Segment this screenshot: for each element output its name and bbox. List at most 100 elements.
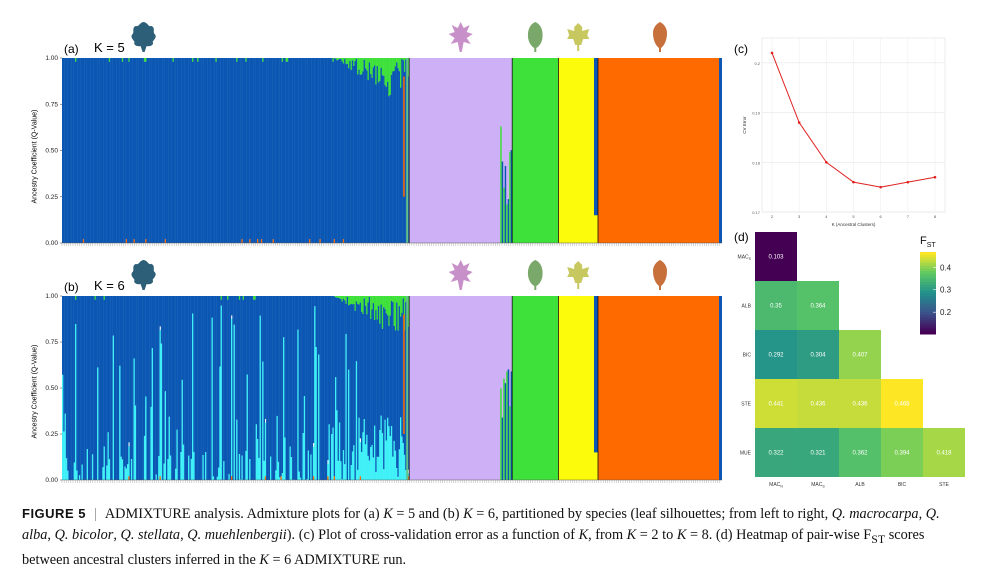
admixture-bar [218, 467, 220, 480]
admixture-bar [367, 58, 369, 81]
admixture-bar [298, 471, 301, 480]
admixture-bar [332, 427, 334, 480]
admixture-bar [397, 58, 399, 69]
admixture-bar [233, 324, 236, 480]
admixture-bar [342, 58, 345, 64]
legend-gradient-step [920, 323, 936, 327]
admixture-bar [353, 445, 355, 480]
admixture-bar [140, 58, 142, 243]
admixture-bar [361, 452, 363, 480]
admixture-bar [240, 479, 242, 480]
admixture-bar [177, 296, 180, 480]
admixture-bar [115, 58, 117, 243]
admixture-bar [358, 417, 360, 480]
admixture-bar [125, 58, 128, 240]
admixture-bar [341, 479, 343, 480]
admixture-bar [322, 296, 324, 480]
legend-gradient-step [920, 287, 936, 291]
panel-a-k-label: K = 5 [94, 40, 125, 55]
admixture-bar [390, 300, 393, 426]
heatmap-cell-value: 0.436 [852, 402, 868, 408]
admixture-bar [91, 58, 94, 243]
admixture-bar [331, 296, 333, 435]
leaf-stellata-icon [567, 261, 590, 289]
admixture-bar [367, 455, 369, 480]
admixture-bar [241, 455, 243, 480]
admixture-bar [156, 58, 159, 243]
admixture-bar [400, 417, 402, 480]
admixture-bar [247, 296, 250, 480]
admixture-bar [237, 296, 239, 480]
admixture-bar [276, 296, 278, 416]
admixture-bar [65, 296, 68, 459]
admixture-bar [344, 296, 346, 301]
admixture-bar [331, 58, 333, 243]
admixture-bar [312, 58, 315, 243]
admixture-bar [350, 303, 353, 466]
leaf-bicolor-icon [527, 260, 543, 290]
admixture-bar [319, 58, 321, 240]
admixture-bar [127, 58, 129, 243]
cv-y-tick-label: 0.19 [752, 111, 761, 116]
admixture-bar [207, 58, 210, 243]
admixture-bar [306, 296, 308, 480]
admixture-bar [228, 58, 230, 243]
admixture-bar [336, 58, 338, 61]
admixture-bar [264, 422, 267, 480]
admixture-bar [254, 58, 256, 243]
heatmap-cell [797, 281, 839, 330]
admixture-bar [123, 296, 125, 480]
admixture-bar [218, 296, 220, 468]
admixture-bar [324, 58, 327, 243]
admixture-bar [501, 417, 504, 480]
admixture-bar [385, 440, 388, 480]
admixture-bar [377, 456, 380, 480]
admixture-bar [224, 296, 226, 480]
admixture-bar [64, 413, 67, 480]
admixture-bar [388, 426, 390, 480]
admixture-bar [342, 296, 345, 299]
admixture-bar [150, 58, 152, 243]
admixture-bar [359, 296, 362, 303]
admixture-bar [272, 58, 275, 240]
admixture-bar [362, 71, 364, 244]
admixture-bar [258, 296, 260, 459]
admixture-bar [296, 58, 298, 243]
admixture-bar [98, 296, 100, 480]
admixture-bar [211, 58, 213, 243]
admixture-bar [312, 296, 315, 444]
admixture-bar [374, 296, 376, 321]
admixture-bar [359, 58, 362, 75]
admixture-bar [406, 58, 409, 243]
admixture-bar [176, 296, 178, 430]
heatmap-cell-value: 0.468 [894, 402, 910, 408]
admixture-bar [202, 296, 204, 456]
admixture-bar [381, 433, 384, 480]
admixture-bar [286, 61, 289, 244]
admixture-bar [361, 74, 363, 243]
admixture-bar [316, 296, 319, 480]
admixture-bar [94, 296, 96, 300]
admixture-bar [232, 58, 234, 243]
admixture-bar [216, 296, 219, 477]
admixture-bar [286, 58, 289, 62]
admixture-bar [284, 296, 286, 438]
legend-gradient-step [920, 273, 936, 278]
admixture-bar [228, 474, 230, 480]
heatmap-cell [755, 232, 797, 281]
admixture-bar [336, 296, 338, 298]
admixture-bar [405, 58, 407, 60]
admixture-bar [358, 69, 360, 243]
admixture-bar [182, 296, 185, 445]
admixture-bar [85, 296, 87, 480]
admixture-bar [342, 63, 345, 240]
admixture-bar [190, 58, 193, 243]
admixture-bar [127, 296, 129, 465]
admixture-bar [390, 425, 393, 480]
admixture-bar [194, 58, 197, 243]
admixture-bar [106, 296, 108, 466]
admixture-bar [340, 58, 342, 59]
admixture-bar [68, 58, 70, 243]
admixture-bar [172, 296, 174, 480]
admixture-bar [245, 58, 247, 62]
